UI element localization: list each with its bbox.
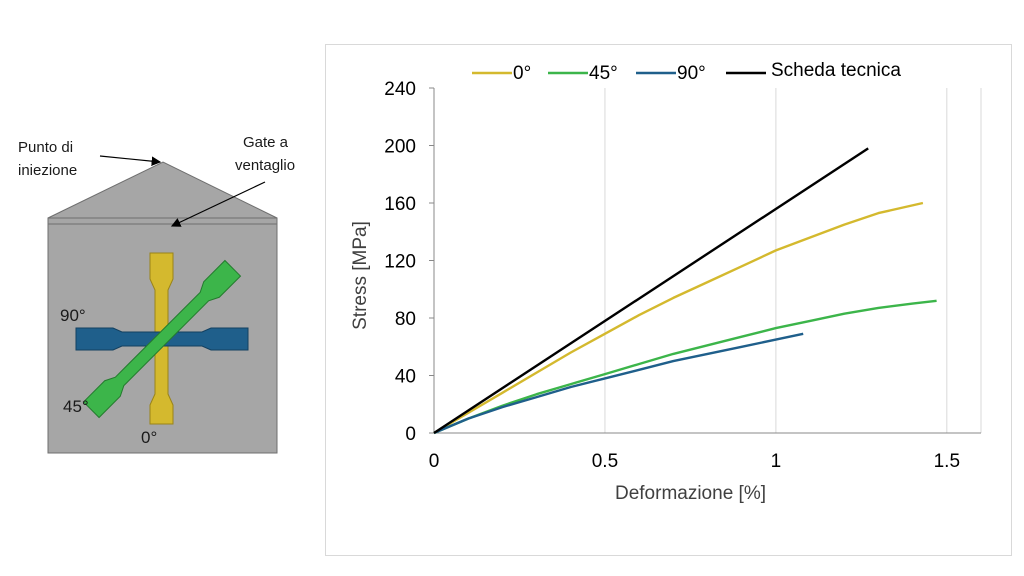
series-line-1 [433,299,937,435]
x-tick-label: 1 [771,451,782,472]
y-tick-label: 240 [384,79,416,100]
label-90deg: 90° [60,306,86,325]
gate-label-1: Gate a [243,134,289,151]
x-tick-label: 1.5 [934,451,960,472]
injection-point-arrow [99,155,162,166]
axis-layer: 0 0.5 1 1.5 0 40 80 120 160 200 240 [384,79,981,472]
y-axis-title: Stress [MPa] [350,221,371,330]
x-tick-label: 0.5 [592,451,618,472]
chart-panel: 0 0.5 1 1.5 0 40 80 120 160 200 240 0° 45° 90° Scheda… [325,44,1012,556]
legend-label-3: Scheda tecnica [771,60,901,81]
series-line-3 [433,147,869,435]
label-0deg: 0° [141,428,157,447]
fan-gate [47,217,278,225]
specimen-45deg [82,259,242,419]
legend-label-1: 45° [589,63,618,84]
y-tick-label: 160 [384,194,416,215]
legend: 0° 45° 90° Scheda tecnica [472,60,901,84]
legend-label-0: 0° [513,63,531,84]
series-line-2 [433,332,804,435]
specimen-orientation-diagram: Punto di iniezione Gate a ventaglio 90° … [18,134,295,454]
legend-label-2: 90° [677,63,706,84]
x-tick-label: 0 [429,451,440,472]
y-tick-label: 120 [384,252,416,273]
injection-point-label-1: Punto di [18,139,73,156]
grid-layer [604,88,982,433]
y-tick-label: 0 [405,424,416,445]
label-45deg: 45° [63,397,89,416]
y-tick-label: 200 [384,137,416,158]
y-tick-label: 80 [395,309,416,330]
gate-arrow [170,181,266,227]
gate-label-2: ventaglio [235,157,295,174]
y-tick-label: 40 [395,367,416,388]
injection-point-label-2: iniezione [18,162,77,179]
series-layer [433,147,937,435]
x-axis-title: Deformazione [%] [615,483,766,504]
stress-strain-chart: 0 0.5 1 1.5 0 40 80 120 160 200 240 0° 45° 90° Scheda… [350,60,982,504]
series-line-0 [433,201,924,435]
